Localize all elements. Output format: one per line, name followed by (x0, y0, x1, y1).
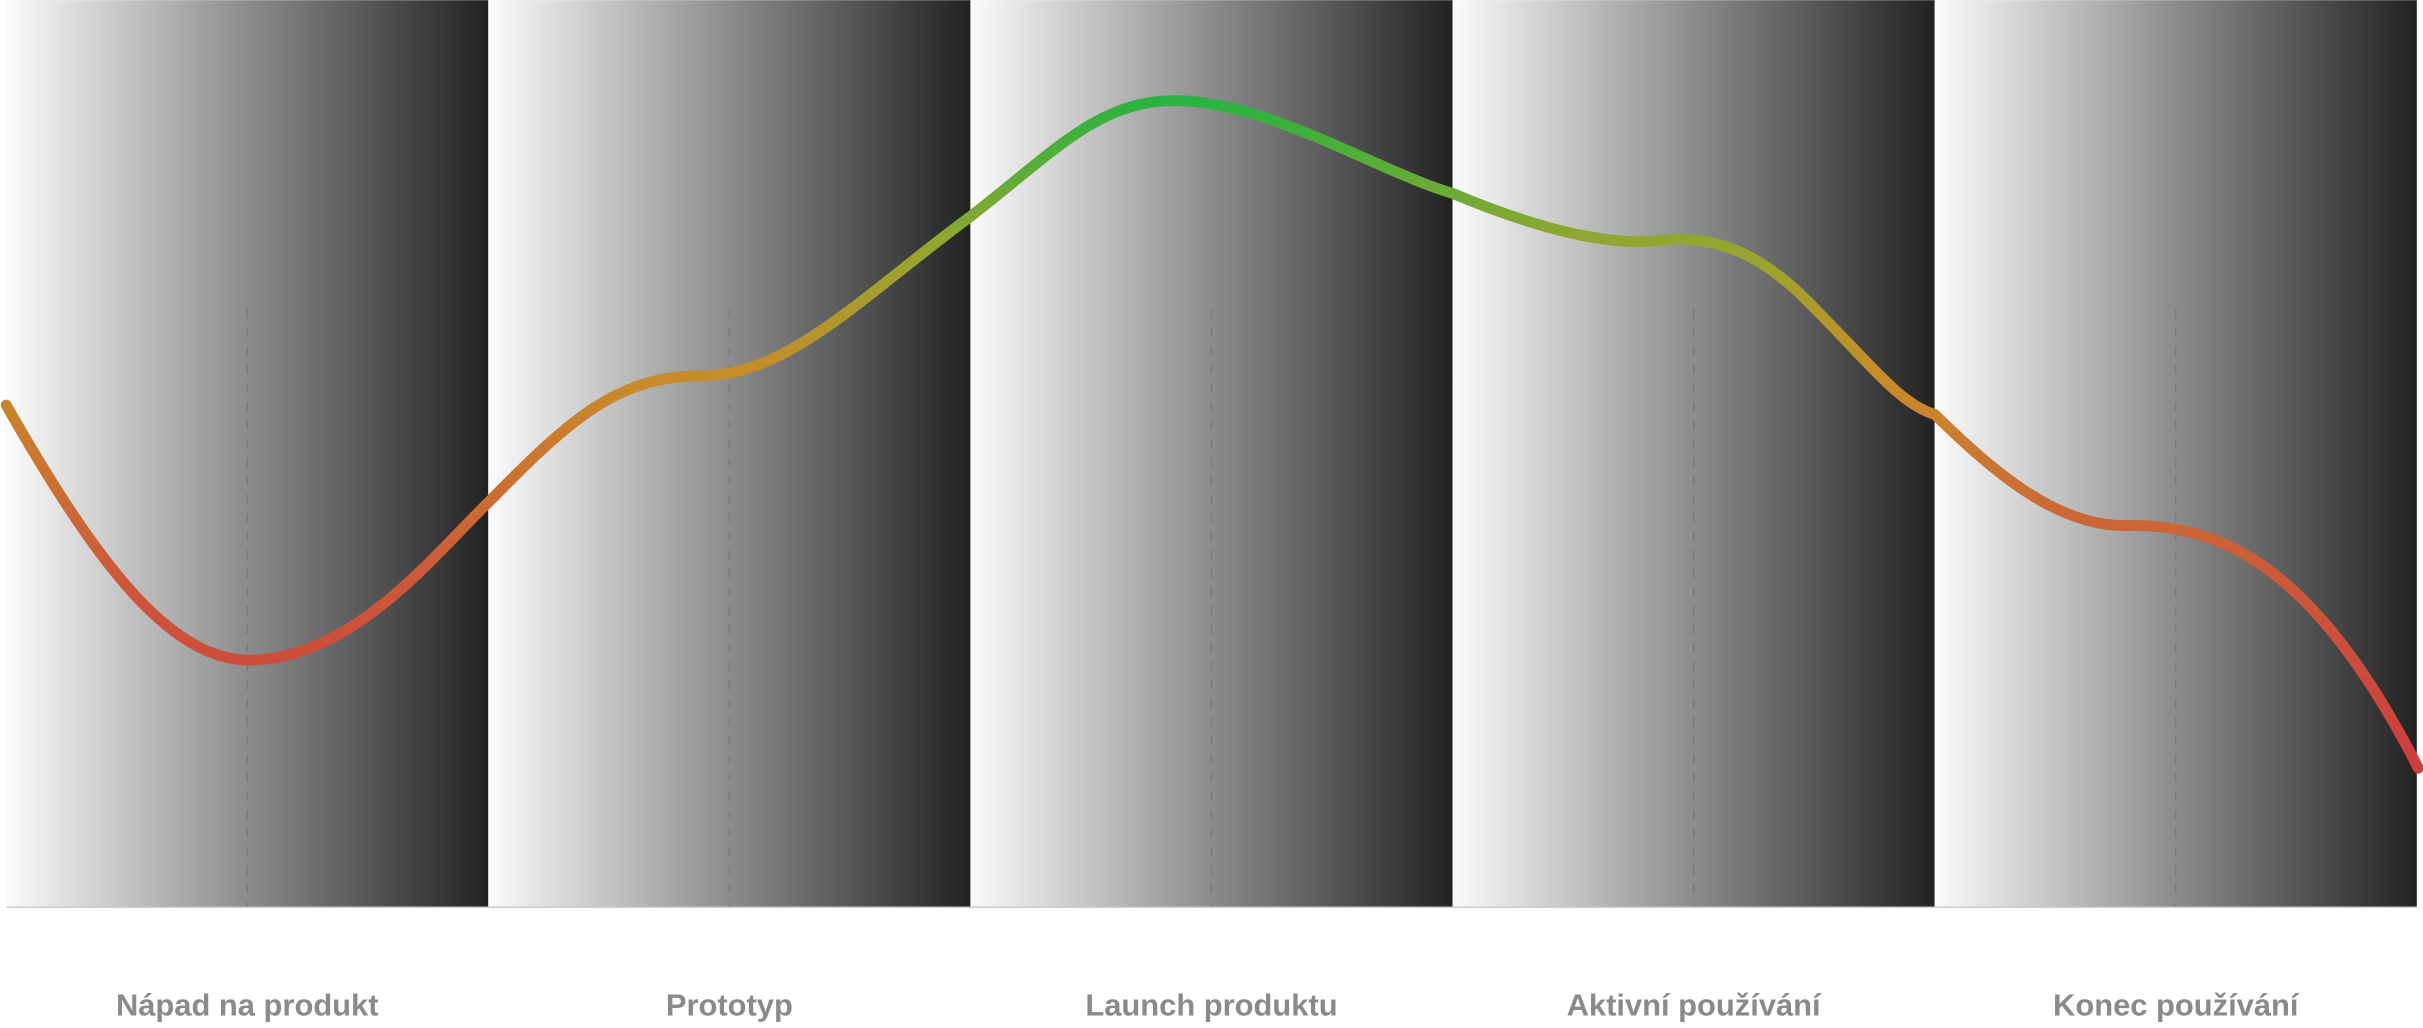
stage-column (6, 0, 489, 908)
columns (6, 0, 2417, 908)
experience-curve (0, 95, 2423, 774)
stage-column (1452, 0, 1935, 908)
stage-label: Nápad na produkt (116, 987, 379, 1022)
stage-column (970, 0, 1453, 908)
stage-label: Launch produktu (1085, 987, 1337, 1022)
stage-column (488, 0, 971, 908)
stage-column (1934, 0, 2417, 908)
stage-label: Aktivní používání (1567, 987, 1822, 1022)
stage-label: Prototyp (666, 987, 793, 1022)
stage-labels: Nápad na produkt Prototyp Launch produktu A… (116, 987, 2300, 1022)
stage-label: Konec používání (2053, 987, 2300, 1022)
